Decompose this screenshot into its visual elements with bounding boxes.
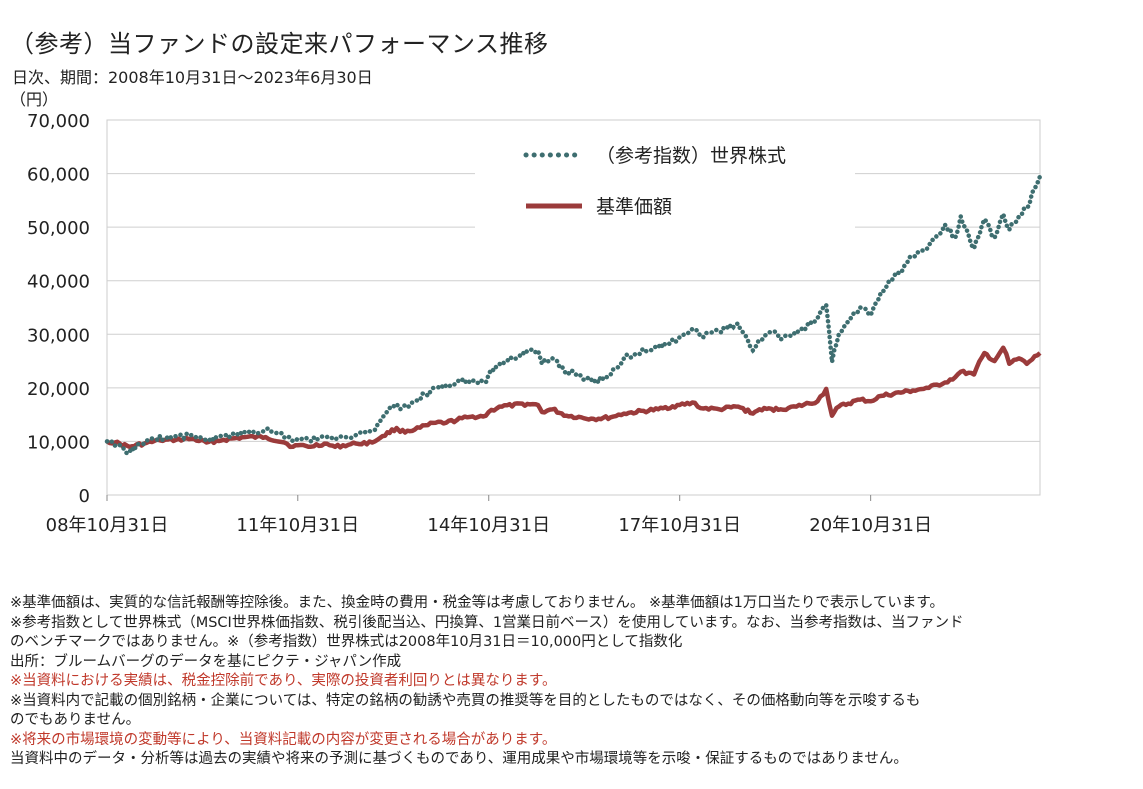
series-line-nav <box>105 345 1042 450</box>
series-group <box>104 174 1043 457</box>
x-axis-ticks: 08年10月31日 11年10月31日 14年10月31日 17年10月31日 20年1… <box>46 495 932 536</box>
x-tick-label: 11年10月31日 <box>236 515 359 536</box>
footnote-line: ※参考指数として世界株式（MSCI世界株価指数、税引後配当込、円換算、1営業日前… <box>10 614 964 631</box>
y-tick-label: 20,000 <box>27 379 90 400</box>
footnote-line: ※当資料における実績は、税金控除前であり、実際の投資者利回りとは異なります。 <box>10 673 557 689</box>
x-tick-label: 08年10月31日 <box>46 515 169 536</box>
footnote-line: ※当資料内で記載の個別銘柄・企業については、特定の銘柄の勧誘や売買の推奨等を目的… <box>10 692 921 709</box>
footnote-line: のベンチマークではありません。※（参考指数）世界株式は2008年10月31日＝1… <box>10 634 683 650</box>
y-axis-unit: （円） <box>10 90 59 109</box>
chart-subtitle: 日次、期間：2008年10月31日～2023年6月30日 <box>12 68 373 87</box>
x-tick-label: 17年10月31日 <box>618 515 741 536</box>
y-tick-label: 10,000 <box>27 432 90 453</box>
y-tick-label: 30,000 <box>27 325 90 346</box>
y-tick-label: 70,000 <box>27 111 90 132</box>
footnote-line: ※将来の市場環境の変動等により、当資料記載の内容が変更される場合があります。 <box>10 731 557 748</box>
y-tick-label: 50,000 <box>27 218 90 239</box>
legend-background <box>475 135 855 235</box>
y-tick-label: 60,000 <box>27 165 90 186</box>
performance-chart: 0 10,000 20,000 30,000 40,000 50,000 60,000 70,… <box>27 111 1043 536</box>
legend: （参考指数）世界株式 基準価額 <box>475 135 855 235</box>
legend-label-index: （参考指数）世界株式 <box>596 145 786 167</box>
chart-title: （参考）当ファンドの設定来パフォーマンス推移 <box>10 30 549 58</box>
x-tick-label: 20年10月31日 <box>809 515 932 536</box>
series-line-index <box>104 174 1043 457</box>
legend-label-nav: 基準価額 <box>596 196 672 218</box>
y-axis-ticks: 0 10,000 20,000 30,000 40,000 50,000 60,000 70,… <box>27 111 90 507</box>
footnotes: ※基準価額は、実質的な信託報酬等控除後。また、換金時の費用・税金等は考慮しており… <box>10 594 1138 770</box>
footnote-line: 当資料中のデータ・分析等は過去の実績や将来の予測に基づくものであり、運用成果や市… <box>10 751 908 767</box>
y-tick-label: 0 <box>79 486 90 507</box>
y-tick-label: 40,000 <box>27 272 90 293</box>
footnote-line: ※基準価額は、実質的な信託報酬等控除後。また、換金時の費用・税金等は考慮しており… <box>10 595 944 611</box>
x-tick-label: 14年10月31日 <box>427 515 550 536</box>
footnote-line: 出所：ブルームバーグのデータを基にピクテ・ジャパン作成 <box>10 653 402 670</box>
footnote-line: のでもありません。 <box>10 712 141 728</box>
